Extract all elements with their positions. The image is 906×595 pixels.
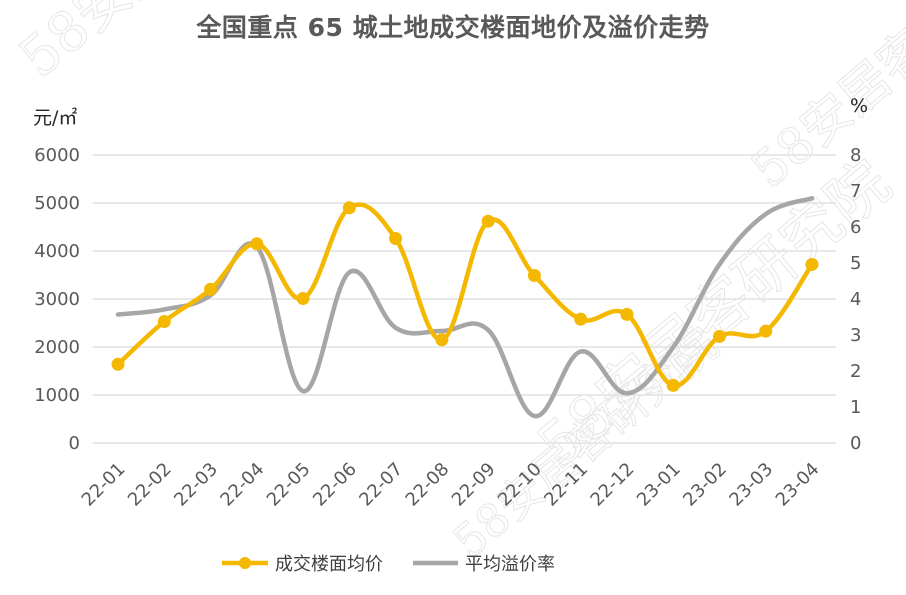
right-tick-label: 7 xyxy=(850,181,861,202)
x-tick-label: 22-01 xyxy=(78,459,130,511)
data-point xyxy=(805,257,819,271)
data-point xyxy=(342,201,356,215)
right-tick-label: 5 xyxy=(850,253,861,274)
data-point xyxy=(296,292,310,306)
left-axis-ticks: 0 1000 2000 3000 4000 5000 6000 xyxy=(34,145,80,454)
data-point xyxy=(574,312,588,326)
data-point xyxy=(204,282,218,296)
x-tick-label: 22-05 xyxy=(263,459,315,511)
right-tick-label: 0 xyxy=(850,433,861,454)
watermark-text: 58安居客研究院 xyxy=(7,0,355,90)
data-point xyxy=(389,232,403,246)
gridlines xyxy=(93,154,836,444)
left-axis-unit: 元/㎡ xyxy=(33,106,77,129)
data-point xyxy=(111,357,125,371)
left-tick-label: 1000 xyxy=(34,385,80,406)
left-tick-label: 6000 xyxy=(34,145,80,166)
legend-label-premium-rate: 平均溢价率 xyxy=(465,554,555,575)
left-tick-label: 5000 xyxy=(34,193,80,214)
legend-label-avg-price: 成交楼面均价 xyxy=(275,554,383,575)
left-tick-label: 0 xyxy=(69,433,80,454)
x-tick-label: 22-08 xyxy=(402,459,454,511)
x-tick-label: 23-04 xyxy=(772,459,824,511)
x-tick-label: 23-02 xyxy=(679,459,731,511)
data-point xyxy=(250,237,264,251)
x-tick-label: 22-03 xyxy=(170,459,222,511)
left-tick-label: 3000 xyxy=(34,289,80,310)
right-tick-label: 3 xyxy=(850,325,861,346)
left-tick-label: 2000 xyxy=(34,337,80,358)
chart-title: 全国重点 65 城土地成交楼面地价及溢价走势 xyxy=(196,13,710,42)
legend: 成交楼面均价 平均溢价率 xyxy=(222,554,555,575)
x-axis-ticks: 22-0122-0222-0322-0422-0522-0622-0722-08… xyxy=(78,459,824,511)
data-point xyxy=(712,329,726,343)
right-tick-label: 6 xyxy=(850,217,861,238)
series-group xyxy=(111,195,819,419)
data-point xyxy=(759,324,773,338)
right-axis-ticks: 0 1 2 3 4 5 6 7 8 xyxy=(850,145,861,454)
right-tick-label: 1 xyxy=(850,397,861,418)
right-tick-label: 8 xyxy=(850,145,861,166)
right-axis-unit: % xyxy=(850,95,868,117)
data-point xyxy=(666,378,680,392)
legend-marker-avg-price xyxy=(239,557,251,569)
right-tick-label: 2 xyxy=(850,361,861,382)
x-tick-label: 22-06 xyxy=(309,459,361,511)
x-tick-label: 23-01 xyxy=(633,459,685,511)
data-point xyxy=(157,315,171,329)
x-tick-label: 23-03 xyxy=(725,459,777,511)
x-tick-label: 22-02 xyxy=(124,459,176,511)
x-tick-label: 22-04 xyxy=(216,459,268,511)
data-point xyxy=(620,307,634,321)
data-point xyxy=(435,333,449,347)
right-tick-label: 4 xyxy=(850,289,861,310)
data-point xyxy=(481,214,495,228)
left-tick-label: 4000 xyxy=(34,241,80,262)
x-tick-label: 22-07 xyxy=(355,459,407,511)
watermark-text: 58安居客研究院 xyxy=(740,0,906,199)
data-point xyxy=(527,268,541,282)
